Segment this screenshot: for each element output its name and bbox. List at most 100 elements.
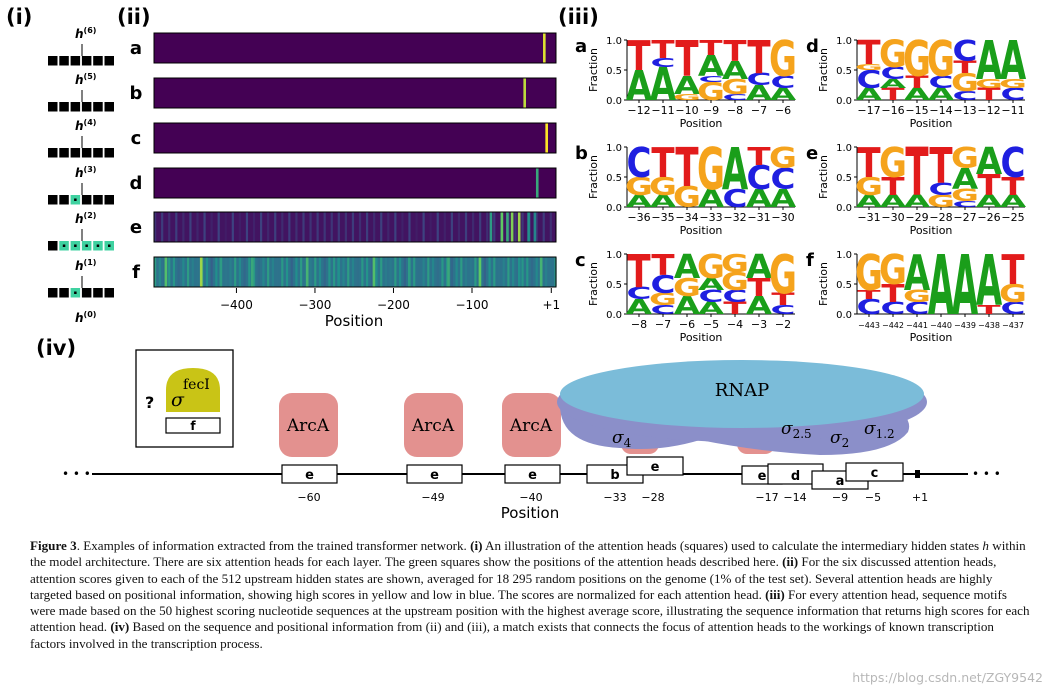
heatmap-cell	[295, 212, 298, 242]
heatmap-tick-label: −100	[456, 298, 489, 312]
heatmap-cell	[203, 212, 206, 242]
logo-xtick: −11	[651, 104, 674, 117]
sigma-fec-shape	[166, 368, 220, 412]
logo-letter-G: G	[649, 290, 677, 309]
heatmap-hotspot-f	[407, 257, 411, 287]
logo-xtick: −15	[905, 104, 928, 117]
caption-intro: . Examples of information extracted from…	[76, 538, 471, 553]
logo-letter-A: A	[928, 238, 954, 333]
logo-letter-G: G	[879, 246, 907, 294]
heatmap-cell	[502, 257, 505, 287]
logo-xtick: −29	[905, 211, 928, 224]
heatmap-cell	[304, 257, 307, 287]
heatmap-hotspot-e	[517, 212, 521, 242]
logo-label-d: d	[806, 36, 819, 57]
logo-letter-C: C	[771, 163, 796, 196]
logo-letter-A: A	[674, 248, 700, 286]
logo-ytick: 0.5	[606, 173, 622, 184]
logo-ylabel: Fraction	[817, 48, 830, 92]
layer-label-h4: h(4)	[75, 118, 96, 133]
logo-ytick: 0.0	[606, 310, 622, 321]
layer-sup-h0: (0)	[84, 310, 97, 319]
heatmap-xlabel: Position	[325, 312, 383, 330]
heatmap-row-frame	[153, 77, 557, 109]
heatmap-cell	[365, 257, 369, 287]
logo-letter-G: G	[769, 142, 797, 175]
layer-sup-h2: (2)	[84, 211, 97, 220]
logo-letter-A: A	[976, 141, 1003, 184]
attention-head-dot	[62, 244, 66, 247]
attention-head	[48, 102, 58, 112]
logo-xtick: −6	[679, 318, 695, 331]
logo-letter-A: A	[904, 85, 931, 104]
heatmap-cell	[328, 257, 331, 287]
logo-xtick: −10	[675, 104, 698, 117]
logo-letter-A: A	[770, 85, 797, 104]
arcA-3-label: ArcA	[509, 416, 553, 436]
heatmap-cell	[387, 212, 390, 242]
heatmap-hotspot-e	[527, 212, 530, 242]
heatmap-row-label-c: c	[131, 128, 142, 149]
logo-ylabel: Fraction	[587, 262, 600, 306]
promoter-tick: −14	[783, 491, 806, 504]
heatmap-cell	[474, 257, 477, 287]
heatmap-cell	[422, 257, 425, 287]
heatmap-row-frame	[153, 32, 557, 64]
logo-ylabel: Fraction	[587, 155, 600, 199]
heatmap-hotspot-e	[500, 212, 504, 242]
heatmap-cell	[191, 257, 194, 287]
heatmap-cell	[415, 212, 418, 242]
arcA-1	[279, 393, 338, 457]
logo-xtick: −438	[978, 321, 1000, 330]
heatmap-cell	[471, 212, 475, 242]
logo-letter-T: T	[977, 303, 1001, 317]
question-mark: ?	[145, 393, 154, 412]
logo-letter-G: G	[697, 137, 725, 204]
logo-letter-T: T	[771, 290, 795, 309]
heatmap-cell	[389, 257, 392, 287]
heatmap-cell	[210, 257, 213, 287]
heatmap-hotspot-f	[372, 257, 376, 287]
logo-letter-T: T	[977, 85, 1001, 104]
attention-head	[104, 288, 114, 298]
caption-ii-label: (ii)	[782, 554, 799, 570]
logo-xtick: −32	[723, 211, 746, 224]
heatmap-cell	[182, 257, 185, 287]
heatmap-cell	[276, 257, 279, 287]
heatmap-cell	[493, 212, 496, 242]
heatmap-cell	[479, 212, 482, 242]
heatmap-cell	[464, 257, 468, 287]
heatmap-cell	[168, 257, 171, 287]
figure-caption: Figure 3. Examples of information extrac…	[30, 538, 1030, 652]
logo-letter-C: C	[747, 159, 772, 197]
heatmap-cell	[469, 257, 472, 287]
heatmap-cell	[417, 257, 421, 287]
logo-letter-A: A	[1000, 192, 1027, 211]
heatmap-cell	[549, 257, 552, 287]
attention-head	[104, 195, 114, 205]
heatmap-hotspot-c	[545, 123, 548, 153]
heatmap-cell	[351, 257, 355, 287]
heatmap-cell	[361, 257, 364, 287]
logo-letter-C: C	[1001, 85, 1026, 104]
logo-letter-C: C	[747, 70, 772, 89]
heatmap-cell	[549, 212, 552, 242]
motif-box-label-b: b	[610, 468, 619, 483]
logo-ytick: 0.5	[836, 66, 852, 77]
heatmap-cell	[530, 257, 534, 287]
figure-3: (i) h(6)h(5)h(4)h(3)h(2)h(1)h(0) (ii) ab…	[6, 5, 1027, 522]
motif-box-label-c: c	[871, 466, 879, 481]
logo-letter-C: C	[699, 287, 724, 306]
logo-letter-G: G	[879, 139, 907, 187]
motif-box-e	[406, 464, 463, 484]
heatmap-cell	[234, 257, 237, 287]
heatmap-cell	[189, 212, 192, 242]
heatmap-hotspot-b	[523, 78, 526, 108]
heatmap-cell	[429, 212, 432, 242]
heatmap-cell	[545, 257, 548, 287]
logo-letter-T: T	[881, 173, 905, 202]
logo-ytick: 0.0	[836, 203, 852, 214]
heatmap-cell	[267, 212, 270, 242]
attention-head	[93, 56, 103, 66]
motif-box-e	[626, 456, 684, 476]
